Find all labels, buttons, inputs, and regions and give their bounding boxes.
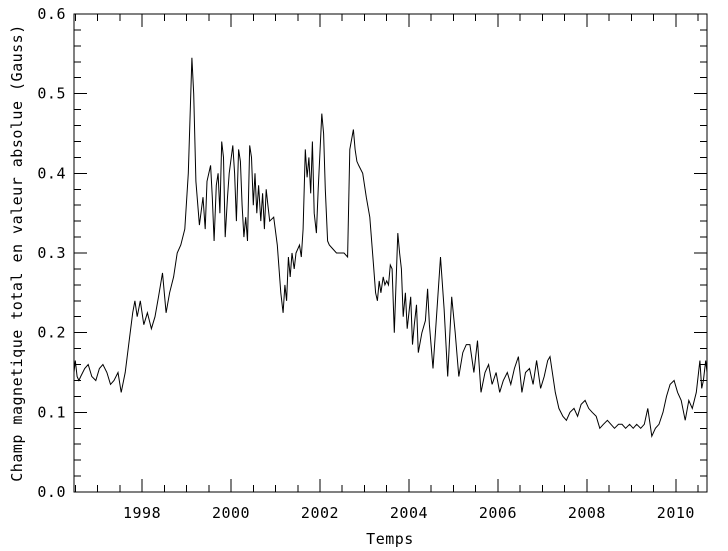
- y-tick-label: 0.6: [37, 5, 66, 23]
- x-tick-label: 2004: [390, 504, 428, 522]
- x-tick-label: 2006: [479, 504, 517, 522]
- y-tick-label: 0.3: [37, 244, 66, 262]
- y-tick-label: 0.2: [37, 324, 66, 342]
- y-tick-label: 0.1: [37, 403, 66, 421]
- x-tick-label: 2002: [301, 504, 339, 522]
- y-tick-label: 0.0: [37, 483, 66, 501]
- x-tick-label: 2000: [212, 504, 250, 522]
- plot-frame: [73, 13, 708, 493]
- y-tick-label: 0.4: [37, 164, 66, 182]
- x-tick-label: 1998: [123, 504, 161, 522]
- y-tick-label: 0.5: [37, 85, 66, 103]
- x-tick-label: 2008: [568, 504, 606, 522]
- x-tick-label: 2010: [657, 504, 695, 522]
- x-axis-title: Temps: [366, 530, 414, 548]
- y-axis-title: Champ magnetique total en valeur absolue…: [8, 24, 26, 482]
- data-line: [73, 57, 708, 438]
